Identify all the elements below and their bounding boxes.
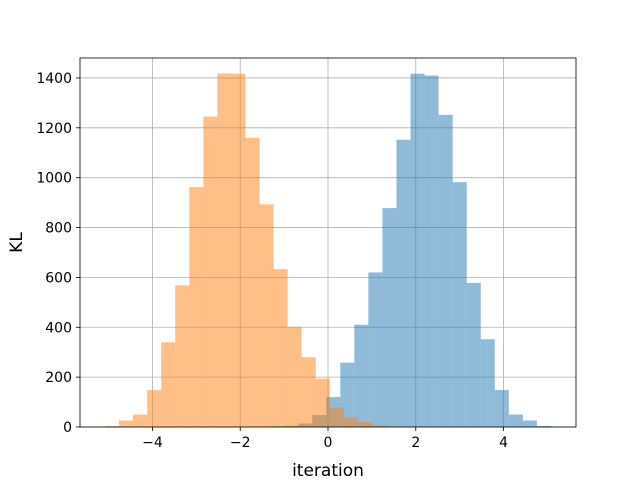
x-tick-label: −2 [230,435,251,451]
histogram-bar [231,73,246,428]
histogram-bar [371,425,386,427]
y-tick-label: 200 [45,370,72,386]
y-axis-label: KL [7,232,27,253]
histogram-bar [119,420,134,427]
grid-lines [80,58,576,428]
histogram-bar [480,339,495,427]
x-tick-label: 2 [411,435,420,451]
histogram-bars [105,73,551,428]
histogram-bar [105,426,120,427]
histogram-bar [522,420,537,427]
x-axis-label: iteration [292,461,364,480]
axis-ticks: −4 −2 0 2 4 0 200 400 600 800 1000 1200 1400 [36,71,508,451]
histogram-bar [259,204,274,427]
x-tick-label: 0 [324,435,333,451]
histogram-bar [494,390,509,427]
histogram-bar [368,272,383,427]
y-tick-label: 400 [45,320,72,336]
y-tick-label: 1400 [36,71,72,87]
y-tick-label: 1000 [36,171,72,187]
histogram-bar [508,414,523,427]
histogram-series-1 [270,73,551,428]
histogram-bar [315,378,330,427]
y-tick-label: 600 [45,270,72,286]
histogram-bar [287,326,302,427]
histogram-bar [203,116,218,427]
histogram-bar [410,73,425,428]
histogram-bar [273,269,288,427]
histogram-bar [466,282,481,427]
histogram-bar [424,75,439,428]
histogram-bar [329,407,344,427]
histogram-bar [343,417,358,427]
histogram-bar [301,357,316,427]
histogram-bar [452,182,467,427]
histogram-bar [438,114,453,427]
histogram-bar [147,390,162,427]
y-tick-label: 0 [63,420,72,436]
histogram-bar [357,422,372,427]
histogram-bar [217,73,232,428]
y-tick-label: 1200 [36,121,72,137]
histogram-bar [396,139,411,427]
x-tick-label: 4 [499,435,508,451]
histogram-bar [354,324,369,427]
x-tick-label: −4 [142,435,163,451]
histogram-bar [382,208,397,427]
histogram-bar [189,187,204,427]
histogram-bar [161,342,176,427]
histogram-bar [536,426,551,427]
histogram-bar [175,285,190,427]
histogram-bar [245,137,260,427]
histogram-bar [133,414,148,427]
histogram-series-2 [105,73,386,428]
y-tick-label: 800 [45,221,72,237]
